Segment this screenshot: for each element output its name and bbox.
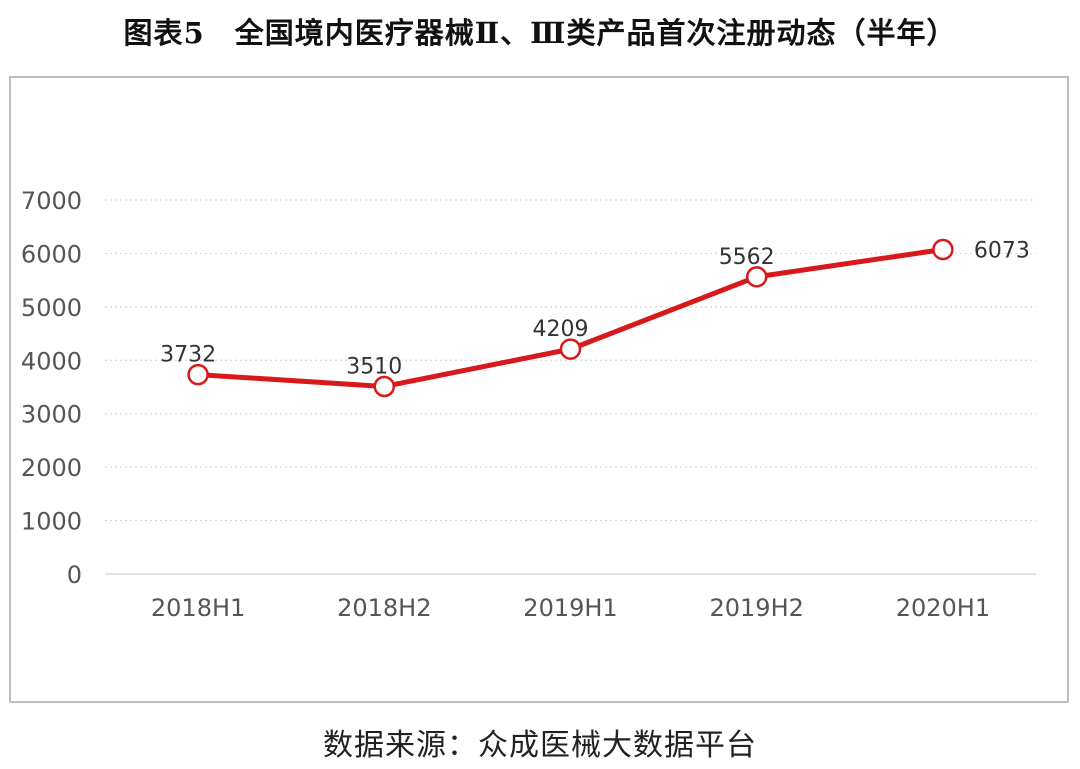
data-label-1: 3510 bbox=[346, 354, 402, 379]
data-label-0: 3732 bbox=[160, 343, 216, 368]
data-point-4 bbox=[932, 238, 954, 261]
source-note: 数据来源：众成医械大数据平台 bbox=[323, 728, 757, 763]
data-point-0 bbox=[187, 363, 209, 386]
chart-title: 图表5 全国境内医疗器械Ⅱ、Ⅲ类产品首次注册动态（半年） bbox=[123, 16, 957, 50]
x-tick-label-3: 2019H2 bbox=[709, 594, 803, 622]
data-point-3 bbox=[745, 266, 768, 288]
y-tick-label-0: 0 bbox=[67, 561, 82, 589]
x-tick-label-4: 2020H1 bbox=[896, 594, 990, 622]
data-label-2: 4209 bbox=[533, 317, 589, 342]
chart-frame bbox=[9, 76, 1069, 703]
y-tick-label-4: 4000 bbox=[21, 347, 82, 375]
data-label-4: 6073 bbox=[974, 239, 1030, 264]
y-tick-label-1: 1000 bbox=[21, 508, 82, 536]
data-label-3: 5562 bbox=[719, 245, 775, 270]
y-tick-label-7: 7000 bbox=[21, 187, 82, 215]
x-axis: 2018H1 2018H2 2019H1 2019H2 2020H1 bbox=[151, 594, 990, 622]
y-tick-label-5: 5000 bbox=[21, 294, 82, 322]
x-tick-label-0: 2018H1 bbox=[151, 594, 245, 622]
y-tick-label-2: 2000 bbox=[21, 454, 82, 482]
data-point-2 bbox=[559, 338, 582, 360]
data-point-1 bbox=[373, 375, 396, 398]
grid-lines bbox=[105, 199, 1036, 575]
y-tick-label-6: 6000 bbox=[21, 240, 82, 268]
y-axis: 0 1000 2000 3000 4000 5000 6000 7000 bbox=[21, 187, 82, 589]
x-tick-label-2: 2019H1 bbox=[523, 594, 617, 622]
data-labels: 3732 3510 4209 5562 6073 bbox=[160, 239, 1030, 380]
y-tick-label-3: 3000 bbox=[21, 401, 82, 429]
series-group bbox=[187, 238, 954, 398]
x-tick-label-1: 2018H2 bbox=[337, 594, 431, 622]
